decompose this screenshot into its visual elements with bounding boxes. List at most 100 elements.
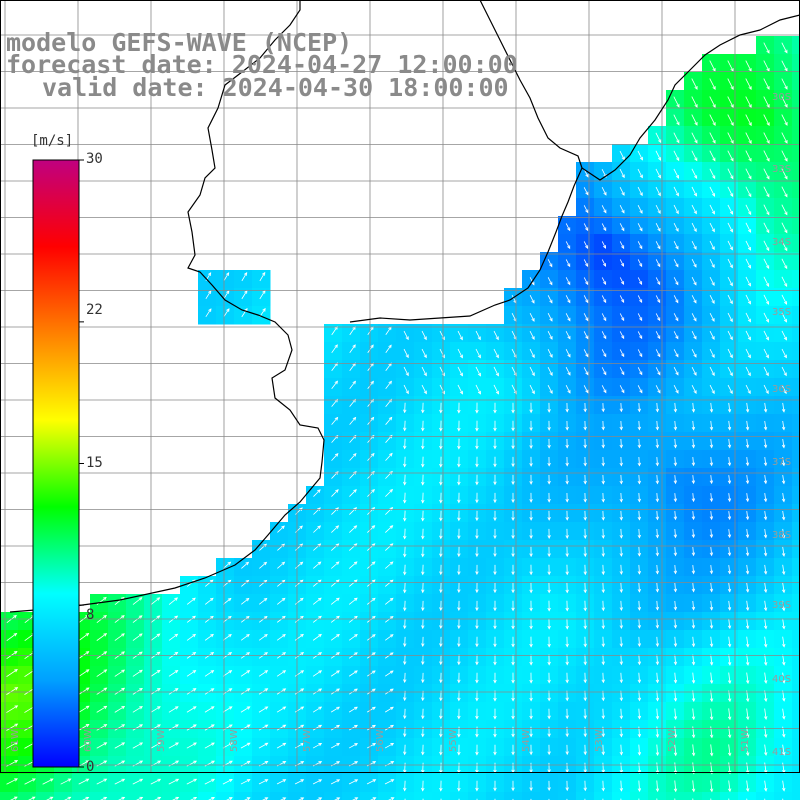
wind-arrow-head [439,535,443,540]
wind-arrow-shaft [764,636,767,647]
wind-arrow-head [403,499,407,504]
lon-label: 60W [83,729,94,752]
wind-arrow [781,60,788,72]
wind-arrow-shaft [529,384,535,394]
wind-arrow-head [529,535,533,539]
wind-arrow [529,636,533,648]
wind-arrow-head [585,227,589,232]
wind-arrow-head [691,734,696,739]
wind-arrow-head [246,742,251,746]
wind-arrow-head [511,427,515,432]
wind-arrow-head [763,408,768,413]
wind-arrow-head [602,281,607,285]
wind-arrow [709,493,714,503]
wind-arrow [547,277,553,286]
wind-arrow-head [567,371,571,376]
wind-arrow-head [639,245,643,250]
wind-arrow [168,688,179,695]
wind-arrow-shaft [276,634,286,641]
wind-arrow [439,618,443,630]
wind-arrow-shaft [709,114,716,126]
wind-arrow-head [727,770,732,775]
wind-arrow [727,493,732,503]
wind-cell [162,792,181,800]
model-title: modelo GEFS-WAVE (NCEP) [6,28,353,57]
wind-arrow-head [226,308,230,312]
wind-arrow-head [336,633,340,638]
wind-arrow [132,742,144,749]
wind-arrow-head [747,318,751,323]
wind-arrow [727,294,733,305]
wind-arrow-head [529,607,533,612]
wind-arrow-shaft [620,492,622,502]
wind-arrow-head [157,778,162,782]
wind-arrow [547,456,551,467]
wind-arrow-head [209,597,214,602]
wind-arrow-head [354,634,358,638]
wind-arrow [781,366,787,377]
wind-arrow [782,744,786,756]
wind-arrow-head [282,706,287,710]
wind-arrow [763,150,770,162]
wind-arrow-head [655,643,660,648]
wind-arrow-head [495,372,499,377]
wind-arrow-head [318,724,323,729]
wind-arrow-head [439,697,443,702]
wind-arrow-head [318,743,323,747]
wind-arrow-head [493,535,497,540]
wind-arrow-shaft [312,634,322,641]
wind-arrow [709,312,715,322]
wind-arrow [637,438,642,449]
wind-arrow-head [529,697,533,702]
wind-arrow [727,654,732,666]
wind-arrow [421,330,427,341]
wind-arrow-head [712,175,716,180]
wind-arrow [511,474,515,486]
wind-arrow [475,564,479,576]
wind-arrow-shaft [674,420,676,430]
wind-arrow-head [747,282,751,287]
wind-arrow-shaft [673,277,679,285]
wind-arrow-head [85,742,90,746]
wind-arrow-shaft [727,312,733,322]
wind-arrow [493,402,497,414]
wind-arrow-shaft [655,277,661,285]
wind-arrow [205,290,212,300]
wind-arrow-head [14,723,19,727]
wind-arrow-head [730,175,734,180]
wind-arrow-shaft [385,344,392,353]
wind-arrow-shaft [348,561,358,569]
wind-arrow-shaft [276,742,286,749]
wind-arrow [421,744,425,756]
wind-arrow-shaft [728,744,731,756]
wind-arrow-shaft [692,547,695,556]
wind-arrow [763,222,770,234]
wind-arrow [475,330,481,341]
wind-arrow-shaft [728,672,731,684]
wind-arrow-head [457,427,461,432]
wind-cell [234,792,253,800]
wind-arrow-head [547,409,551,413]
wind-arrow [240,670,251,677]
wind-arrow-head [371,579,376,584]
wind-arrow-head [621,335,625,340]
wind-arrow [547,600,551,612]
wind-arrow-head [300,615,304,620]
wind-arrow [637,385,643,394]
lat-label: 36S [772,384,791,395]
wind-arrow-head [121,615,125,619]
wind-arrow-head [603,209,607,214]
wind-arrow-head [655,498,660,503]
wind-arrow-head [729,264,733,269]
wind-arrow [258,724,269,731]
wind-arrow-head [727,680,732,684]
wind-arrow-head [675,299,679,304]
wind-arrow-head [336,597,340,602]
wind-arrow-head [691,588,696,593]
wind-arrow-head [193,724,197,728]
wind-arrow-head [210,652,215,656]
wind-arrow-shaft [312,670,322,677]
wind-arrow [385,380,392,389]
wind-arrow-shaft [746,457,749,466]
wind-arrow [601,421,605,431]
